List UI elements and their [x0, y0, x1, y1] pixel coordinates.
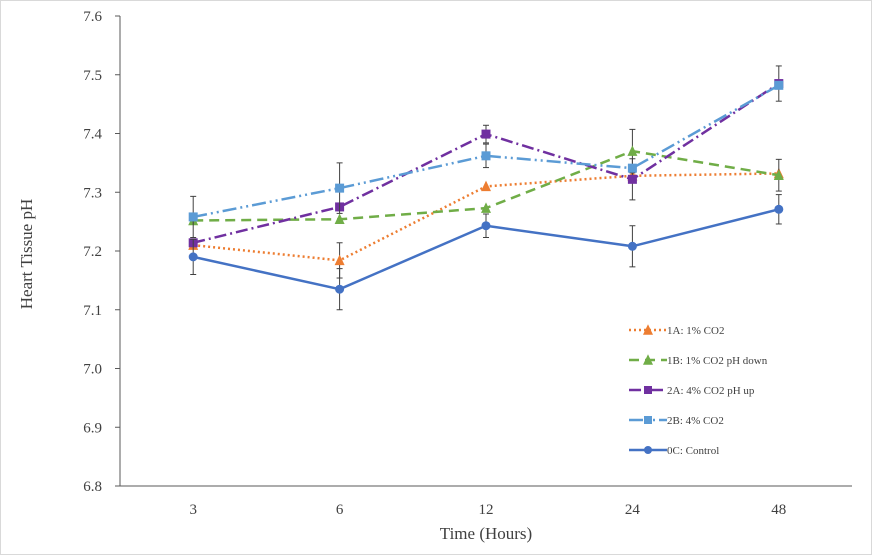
- axes: [119, 16, 852, 487]
- legend-label: 1A: 1% CO2: [667, 325, 724, 337]
- series-5: [188, 194, 784, 311]
- x-tick-label: 48: [771, 502, 786, 518]
- y-tick-label: 7.4: [83, 127, 102, 143]
- legend-item: 0C: Control: [629, 445, 719, 457]
- legend-label: 1B: 1% CO2 pH down: [667, 355, 768, 367]
- y-tick-label: 6.8: [83, 479, 102, 495]
- series-2: [188, 128, 784, 226]
- data-point-0c: [627, 241, 637, 251]
- series-group: [188, 65, 784, 311]
- data-point-0c: [188, 252, 198, 262]
- data-point-1b: [481, 202, 491, 213]
- data-point-2a: [481, 129, 491, 139]
- series-4: [188, 80, 784, 238]
- x-tick-label: 12: [479, 502, 494, 518]
- y-tick-label: 7.6: [83, 9, 102, 25]
- legend-swatch-marker: [643, 354, 653, 365]
- data-point-0c: [481, 221, 491, 231]
- data-point-2b: [774, 80, 784, 90]
- x-axis-ticks: 3 6 12 24 48: [189, 502, 786, 518]
- data-point-2b: [481, 151, 491, 161]
- legend-label: 2A: 4% CO2 pH up: [667, 385, 755, 397]
- data-point-0c: [774, 204, 784, 214]
- legend-label: 0C: Control: [667, 445, 719, 457]
- x-tick-label: 6: [336, 502, 344, 518]
- x-tick-label: 3: [189, 502, 197, 518]
- legend-item: 2A: 4% CO2 pH up: [629, 385, 755, 397]
- legend-swatch-marker: [644, 416, 652, 424]
- x-tick-label: 24: [625, 502, 641, 518]
- y-tick-label: 7.3: [83, 185, 102, 201]
- legend-item: 1B: 1% CO2 pH down: [629, 354, 768, 367]
- legend-label: 2B: 4% CO2: [667, 415, 724, 427]
- legend: 1A: 1% CO2 1B: 1% CO2 pH down 2A: 4% CO2 p…: [629, 324, 768, 457]
- data-point-1b: [627, 145, 638, 156]
- legend-item: 1A: 1% CO2: [629, 324, 724, 337]
- data-point-0c: [335, 284, 345, 294]
- data-point-2b: [627, 163, 637, 173]
- x-axis-label: Time (Hours): [440, 524, 532, 543]
- series-line-2b: [192, 84, 780, 219]
- y-tick-label: 6.9: [83, 420, 102, 436]
- data-point-2b: [335, 183, 345, 193]
- legend-item: 2B: 4% CO2: [629, 415, 724, 427]
- y-axis-ticks: 6.8 6.9 7.0 7.1 7.2 7.3 7.4 7.5 7.6: [83, 9, 120, 495]
- data-point-1a: [481, 180, 491, 192]
- data-point-2b: [188, 212, 198, 222]
- data-point-1b: [334, 213, 345, 225]
- data-point-1a: [334, 254, 345, 266]
- y-tick-label: 7.5: [83, 68, 102, 84]
- legend-swatch-marker: [643, 324, 653, 335]
- legend-swatch-marker: [644, 386, 652, 394]
- y-tick-label: 7.0: [83, 362, 102, 378]
- data-point-2a: [627, 174, 637, 184]
- y-tick-label: 7.2: [83, 244, 102, 260]
- y-axis-label: Heart Tissue pH: [17, 199, 36, 310]
- data-point-1b: [773, 169, 784, 180]
- y-tick-label: 7.1: [83, 303, 102, 319]
- legend-swatch-marker: [644, 446, 652, 454]
